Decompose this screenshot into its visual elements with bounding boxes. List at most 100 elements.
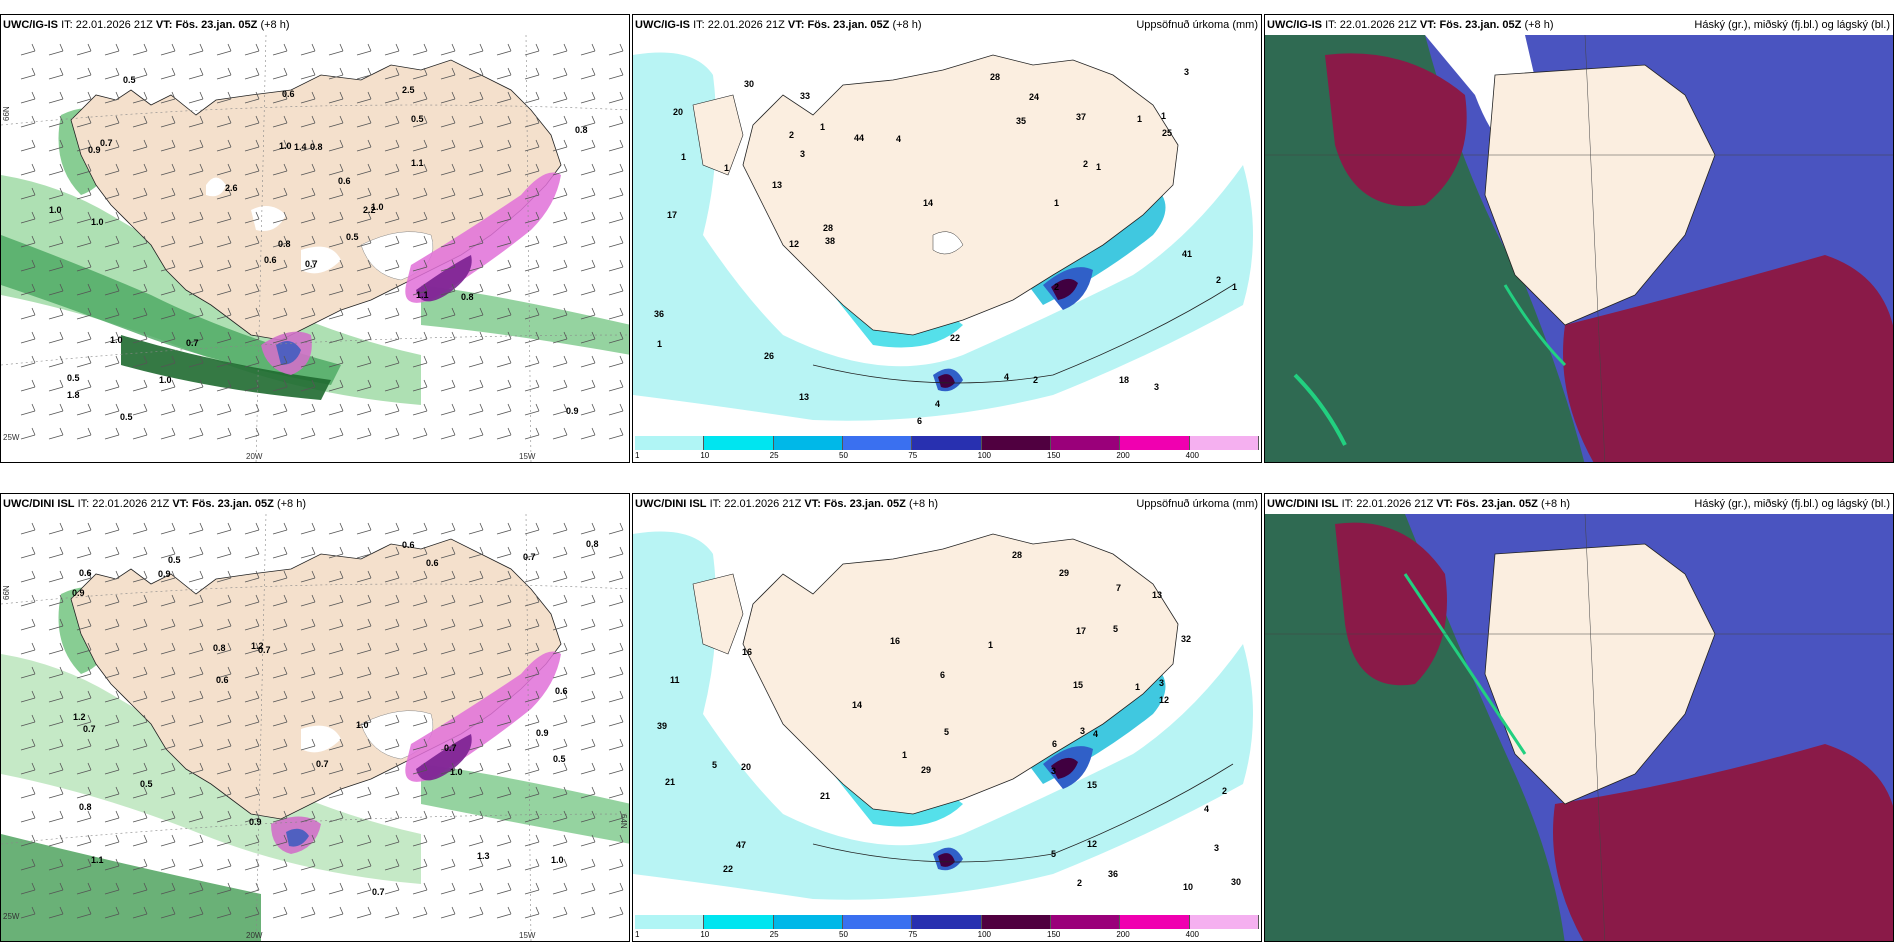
wind-barb [552, 163, 568, 176]
wind-barb [440, 331, 456, 344]
wind-barb [104, 187, 120, 200]
wind-barb [524, 858, 540, 871]
wind-barb [20, 139, 36, 152]
wind-barb [412, 283, 428, 296]
wind-barb [76, 906, 92, 919]
wind-barb [188, 379, 204, 392]
wind-barb [300, 379, 316, 392]
wind-barb [20, 642, 36, 655]
value-label: 15 [1073, 680, 1083, 690]
wind-barb [356, 379, 372, 392]
wind-barb [272, 594, 288, 607]
value-label: 1.2 [251, 641, 264, 651]
wind-barb [48, 810, 64, 823]
wind-barb [216, 259, 232, 272]
value-label: 1 [902, 750, 907, 760]
wind-barb [356, 283, 372, 296]
wind-barb [580, 403, 596, 416]
wind-barb [104, 91, 120, 104]
wind-barb [580, 570, 596, 583]
wind-barb [188, 882, 204, 895]
colorbar-swatch [773, 915, 843, 929]
value-label: 1.1 [411, 158, 424, 168]
wind-barbs [20, 43, 624, 440]
wind-barb [76, 618, 92, 631]
wind-barb [132, 642, 148, 655]
wind-barb [216, 403, 232, 416]
wind-barb [20, 211, 36, 224]
wind-barb [468, 714, 484, 727]
wind-barb [188, 786, 204, 799]
wind-barb [104, 690, 120, 703]
value-label: 3 [1154, 382, 1159, 392]
wind-barb [496, 762, 512, 775]
wind-barb [244, 379, 260, 392]
wind-barb [524, 810, 540, 823]
wind-barb [524, 235, 540, 248]
value-label: 11 [670, 675, 680, 685]
value-label: 1 [988, 640, 993, 650]
wind-barb [104, 379, 120, 392]
colorbar-tick-label: 400 [1185, 930, 1200, 939]
wind-barb [76, 115, 92, 128]
wind-barb [272, 642, 288, 655]
value-label: 1 [657, 339, 662, 349]
wind-barb [160, 594, 176, 607]
value-label: 0.8 [79, 802, 92, 812]
wind-barb [552, 235, 568, 248]
wind-barb [328, 307, 344, 320]
wind-barb [552, 331, 568, 344]
wind-barb [412, 762, 428, 775]
colorbar-tick-label: 50 [839, 451, 848, 460]
colorbar-swatch [981, 436, 1051, 450]
wind-barb [580, 594, 596, 607]
value-label: 35 [1016, 116, 1026, 126]
wind-barb [160, 546, 176, 559]
wind-barb [216, 139, 232, 152]
wind-barb [76, 570, 92, 583]
value-label: 30 [1231, 877, 1241, 887]
wind-barb [468, 67, 484, 80]
wind-barb [300, 714, 316, 727]
wind-barb [608, 331, 624, 344]
value-label: 2 [1216, 275, 1221, 285]
value-label: 36 [1108, 869, 1118, 879]
wind-barb [496, 810, 512, 823]
wind-barb [160, 570, 176, 583]
wind-barb [48, 67, 64, 80]
wind-barb [440, 211, 456, 224]
wind-barb [412, 67, 428, 80]
wind-barb [412, 379, 428, 392]
wind-barb [104, 546, 120, 559]
wind-barb [468, 906, 484, 919]
wind-barb [244, 67, 260, 80]
wind-barb [384, 307, 400, 320]
wind-barb [440, 618, 456, 631]
wind-barb [20, 403, 36, 416]
value-label: 21 [665, 777, 675, 787]
wind-barb [300, 666, 316, 679]
value-label: 30 [744, 79, 754, 89]
colorbar-tick-label: 200 [1116, 451, 1130, 460]
wind-barb [160, 786, 176, 799]
wind-barb [328, 235, 344, 248]
wind-barb [496, 91, 512, 104]
wind-barb [20, 235, 36, 248]
wind-barb [608, 570, 624, 583]
wind-barb [188, 43, 204, 56]
wind-barb [132, 762, 148, 775]
value-label: 14 [852, 700, 862, 710]
value-label: 0.5 [553, 754, 566, 764]
wind-barb [20, 379, 36, 392]
wind-barb [160, 211, 176, 224]
wind-barb [412, 594, 428, 607]
wind-barb [300, 283, 316, 296]
wind-barb [356, 307, 372, 320]
wind-barb [76, 211, 92, 224]
wind-barb [580, 187, 596, 200]
value-label: 0.5 [123, 75, 136, 85]
panel-clouds-bottom: UWC/DINI ISL IT: 22.01.2026 21Z VT: Fös.… [1264, 493, 1894, 942]
wind-barb [468, 858, 484, 871]
wind-barb [104, 331, 120, 344]
wind-barb [244, 570, 260, 583]
